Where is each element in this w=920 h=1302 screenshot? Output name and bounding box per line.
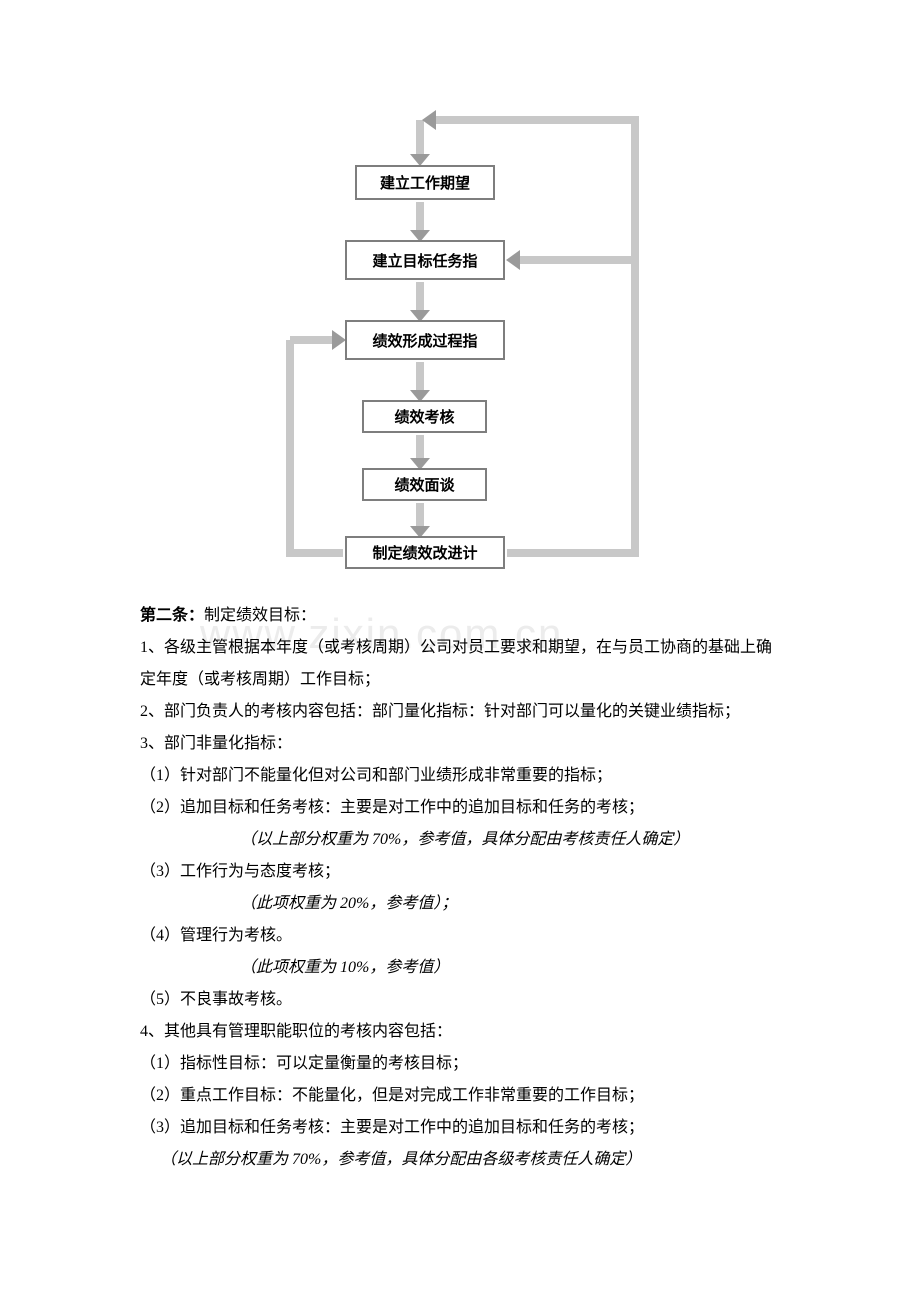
flow-node-3: 绩效形成过程指 xyxy=(345,320,505,360)
para-1: 1、各级主管根据本年度（或考核周期）公司对员工要求和期望，在与员工协商的基础上确… xyxy=(140,632,780,696)
flow-node-2: 建立目标任务指 xyxy=(345,240,505,280)
heading-bold: 第二条： xyxy=(140,607,204,624)
note-1: （以上部分权重为 70%，参考值，具体分配由考核责任人确定） xyxy=(140,824,780,856)
para-3-4: （4）管理行为考核。 xyxy=(140,920,780,952)
para-4: 4、其他具有管理职能职位的考核内容包括： xyxy=(140,1016,780,1048)
para-3-1: （1）针对部门不能量化但对公司和部门业绩形成非常重要的指标； xyxy=(140,760,780,792)
flow-node-5: 绩效面谈 xyxy=(362,468,487,501)
document-body: 第二条：制定绩效目标： 1、各级主管根据本年度（或考核周期）公司对员工要求和期望… xyxy=(140,600,780,1176)
heading-line: 第二条：制定绩效目标： xyxy=(140,600,780,632)
feedback-left-arrow xyxy=(290,330,346,557)
para-3: 3、部门非量化指标： xyxy=(140,728,780,760)
heading-rest: 制定绩效目标： xyxy=(204,607,316,624)
para-3-2: （2）追加目标和任务考核：主要是对工作中的追加目标和任务的考核； xyxy=(140,792,780,824)
note-4: （以上部分权重为 70%，参考值，具体分配由各级考核责任人确定） xyxy=(140,1144,780,1176)
para-2: 2、部门负责人的考核内容包括：部门量化指标：针对部门可以量化的关键业绩指标； xyxy=(140,696,780,728)
flow-node-6: 制定绩效改进计 xyxy=(345,536,505,569)
note-2: （此项权重为 20%，参考值）； xyxy=(140,888,780,920)
para-4-2: （2）重点工作目标：不能量化，但是对完成工作非常重要的工作目标； xyxy=(140,1080,780,1112)
para-3-3: （3）工作行为与态度考核； xyxy=(140,856,780,888)
flow-node-1: 建立工作期望 xyxy=(355,165,495,200)
note-3: （此项权重为 10%，参考值） xyxy=(140,952,780,984)
flow-node-4: 绩效考核 xyxy=(362,400,487,433)
para-4-3: （3）追加目标和任务考核：主要是对工作中的追加目标和任务的考核； xyxy=(140,1112,780,1144)
para-3-5: （5）不良事故考核。 xyxy=(140,984,780,1016)
flowchart: 建立工作期望 建立目标任务指 绩效形成过程指 绩效考核 绩效面谈 制定绩效改进计 xyxy=(280,110,660,570)
para-4-1: （1）指标性目标：可以定量衡量的考核目标； xyxy=(140,1048,780,1080)
